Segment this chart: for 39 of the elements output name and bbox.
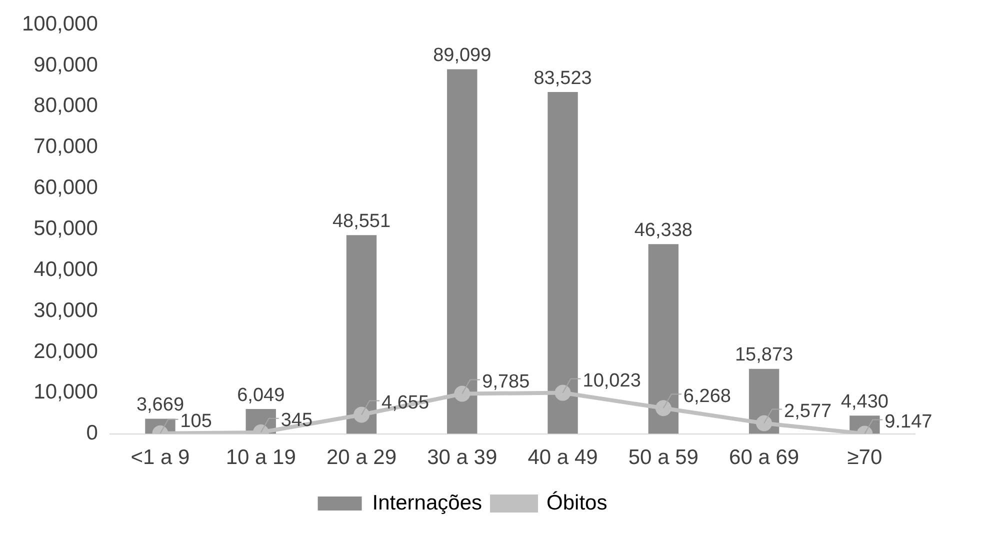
bar [447, 69, 478, 434]
data-label: 9,785 [482, 371, 530, 392]
y-tick-label: 30,000 [34, 298, 98, 322]
y-tick-label: 70,000 [34, 135, 98, 158]
data-label: 15,873 [734, 344, 794, 366]
data-label: 83,523 [534, 68, 592, 89]
x-tick-label: 60 a 69 [729, 446, 800, 470]
data-label: 345 [280, 410, 313, 432]
y-tick-label: 10,000 [34, 380, 98, 404]
x-tick-label: 20 a 29 [326, 446, 397, 470]
bar [346, 235, 377, 434]
bar [648, 244, 679, 434]
data-label: 4,430 [840, 391, 888, 412]
x-tick-label: 10 a 19 [226, 446, 296, 470]
y-tick-label: 0 [86, 422, 98, 445]
legend-label: Internações [372, 491, 482, 514]
y-tick-label: 60,000 [34, 176, 98, 200]
x-tick-label: 50 a 59 [628, 446, 698, 470]
y-tick-label: 20,000 [34, 340, 98, 363]
y-tick-label: 80,000 [34, 94, 98, 118]
x-tick-label: <1 a 9 [130, 446, 190, 470]
bar [548, 92, 578, 434]
y-tick-label: 100,000 [22, 12, 98, 36]
data-label: 2,577 [784, 400, 832, 422]
data-label: 4,655 [382, 392, 430, 414]
legend-label: Óbitos [546, 490, 608, 514]
x-tick-label: 40 a 49 [528, 446, 598, 470]
y-tick-label: 40,000 [34, 258, 98, 281]
data-label: 9.147 [884, 411, 932, 432]
y-tick-label: 50,000 [34, 216, 98, 240]
data-label: 10,023 [582, 370, 641, 392]
x-tick-label: 30 a 39 [427, 446, 498, 470]
data-label: 46,338 [634, 220, 692, 241]
data-label: 6,049 [237, 384, 285, 406]
data-label: 89,099 [433, 44, 492, 66]
y-tick-label: 90,000 [34, 53, 98, 76]
data-label: 6,268 [683, 386, 731, 407]
data-label: 48,551 [332, 210, 391, 232]
x-tick-label: ≥70 [847, 446, 882, 470]
